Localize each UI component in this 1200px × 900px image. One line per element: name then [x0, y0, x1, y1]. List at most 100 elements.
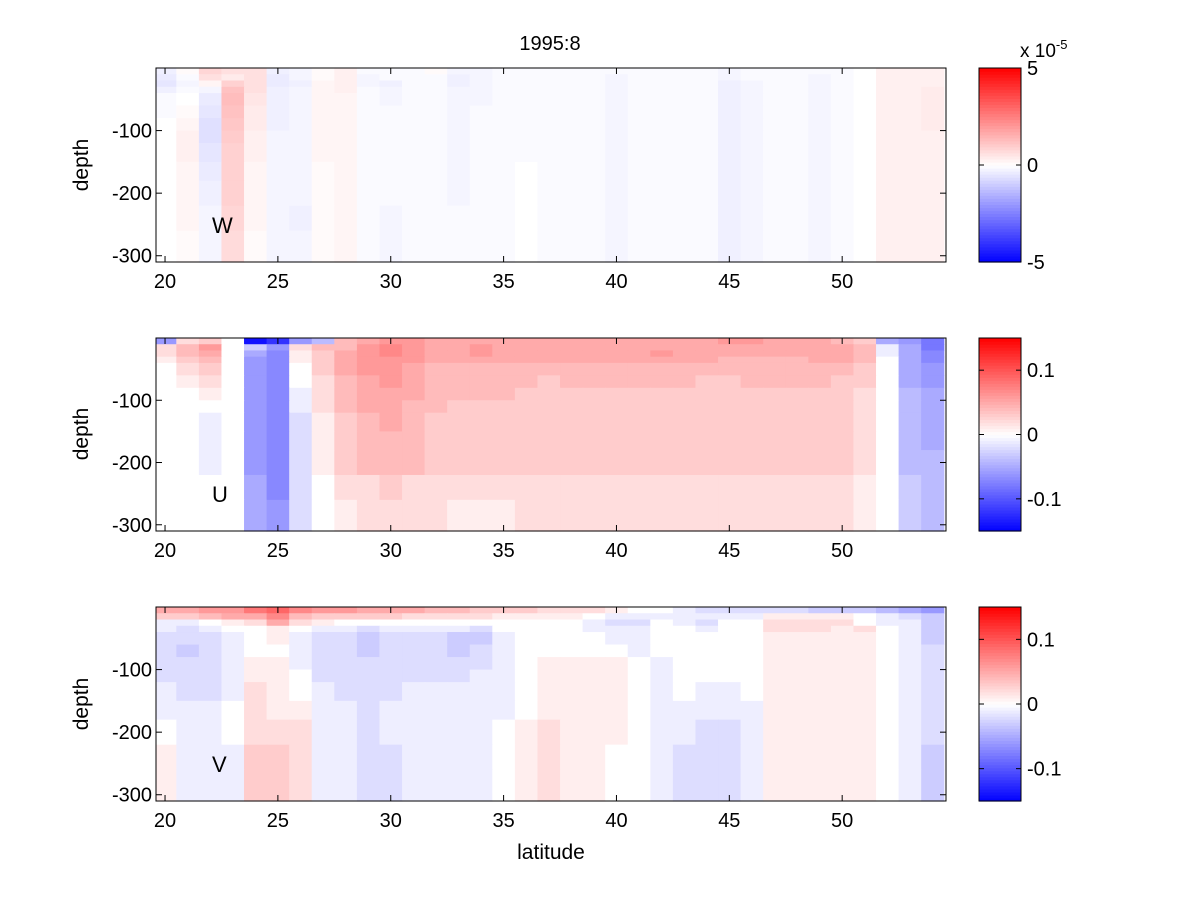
heatmap-cell — [492, 644, 516, 658]
colorbar-step — [979, 455, 1021, 460]
heatmap-cell — [221, 625, 245, 633]
heatmap-cell — [447, 607, 471, 614]
heatmap-cell — [447, 657, 471, 671]
heatmap-cell — [763, 205, 787, 232]
colorbar-step — [979, 655, 1021, 660]
heatmap-cell — [582, 205, 606, 232]
heatmap-cell — [830, 344, 855, 352]
heatmap-cell — [582, 180, 606, 207]
colorbar-step — [979, 719, 1021, 723]
heatmap-cell — [785, 74, 809, 82]
colorbar-step — [979, 476, 1021, 481]
colorbar-step — [979, 395, 1021, 399]
heatmap-cell — [469, 105, 493, 119]
heatmap-cell — [830, 400, 855, 414]
heatmap-cell — [808, 657, 832, 671]
heatmap-cell — [176, 700, 200, 721]
heatmap-cell — [853, 744, 877, 771]
colorbar-step — [979, 89, 1021, 93]
heatmap-cell — [785, 499, 809, 532]
heatmap-cell — [650, 93, 674, 107]
heatmap-cell — [402, 387, 426, 401]
colorbar-step — [979, 386, 1021, 390]
heatmap-cell — [447, 474, 471, 501]
heatmap-cell — [334, 130, 358, 144]
heatmap-cell — [695, 657, 719, 671]
heatmap-cell — [469, 205, 493, 232]
heatmap-cell — [311, 130, 335, 144]
colorbar-step — [979, 625, 1021, 629]
heatmap-cell — [740, 607, 764, 614]
heatmap-cell — [356, 387, 381, 401]
heatmap-cell — [921, 143, 945, 163]
heatmap-cell — [156, 431, 177, 451]
heatmap-cell — [605, 93, 629, 107]
heatmap-cell — [627, 143, 651, 163]
heatmap-cell — [266, 375, 290, 389]
heatmap-cell — [876, 350, 900, 358]
heatmap-cell — [582, 68, 606, 75]
colorbar-step — [979, 767, 1021, 772]
heatmap-cell — [402, 700, 426, 721]
heatmap-cell — [447, 338, 471, 345]
heatmap-cell — [627, 474, 651, 501]
heatmap-cell — [356, 375, 381, 389]
heatmap-cell — [402, 431, 426, 451]
heatmap-cell — [311, 644, 335, 658]
colorbar-step — [979, 389, 1021, 393]
heatmap-cell — [156, 607, 177, 614]
heatmap-cell — [356, 74, 381, 82]
heatmap-cell — [198, 118, 223, 132]
heatmap-cell — [492, 719, 516, 746]
colorbar-tick-label: -5 — [1027, 252, 1045, 274]
colorbar-step — [979, 628, 1021, 632]
colorbar-step — [979, 734, 1021, 738]
heatmap-cell — [402, 161, 426, 182]
colorbar-step — [979, 731, 1021, 735]
heatmap-cell — [221, 230, 245, 263]
heatmap-cell — [402, 607, 426, 614]
heatmap-cell — [198, 338, 223, 345]
y-tick-label: -300 — [112, 785, 152, 807]
heatmap-cell — [921, 344, 945, 352]
heatmap-cell — [311, 180, 335, 207]
heatmap-cell — [537, 499, 561, 532]
heatmap-cell — [560, 450, 584, 476]
heatmap-cell — [356, 499, 381, 532]
heatmap-cell — [808, 613, 832, 621]
x-tick-label: 45 — [718, 271, 740, 293]
heatmap-cell — [289, 180, 313, 207]
colorbar-step — [979, 770, 1021, 775]
heatmap-cell — [514, 412, 539, 432]
colorbar-step — [979, 413, 1021, 418]
colorbar-step — [979, 344, 1021, 348]
heatmap-cell — [198, 744, 223, 771]
heatmap-cell — [356, 607, 381, 614]
x-tick-label: 40 — [605, 271, 627, 293]
heatmap-cell — [198, 180, 223, 207]
heatmap-cell — [650, 700, 674, 721]
colorbar-step — [979, 228, 1021, 233]
heatmap-cell — [672, 644, 697, 658]
heatmap-cell — [740, 356, 764, 364]
heatmap-cell — [447, 412, 471, 432]
heatmap-cell — [356, 350, 381, 358]
heatmap-cell — [740, 230, 764, 263]
heatmap-cell — [447, 161, 471, 182]
heatmap-cell — [424, 682, 448, 702]
heatmap-cell — [853, 613, 877, 621]
heatmap-cell — [537, 86, 561, 94]
colorbar-step — [979, 485, 1021, 490]
heatmap-cell — [853, 143, 877, 163]
heatmap-cell — [156, 682, 177, 702]
heatmap-cell — [221, 205, 245, 232]
heatmap-cell — [830, 682, 855, 702]
colorbar-tick-label: 0.1 — [1027, 629, 1055, 651]
heatmap-cell — [447, 93, 471, 107]
heatmap-cell — [244, 350, 268, 358]
colorbar-step — [979, 688, 1021, 693]
heatmap-cell — [334, 68, 358, 75]
heatmap-cell — [244, 632, 268, 646]
colorbar-step — [979, 758, 1021, 763]
colorbar-step — [979, 500, 1021, 505]
